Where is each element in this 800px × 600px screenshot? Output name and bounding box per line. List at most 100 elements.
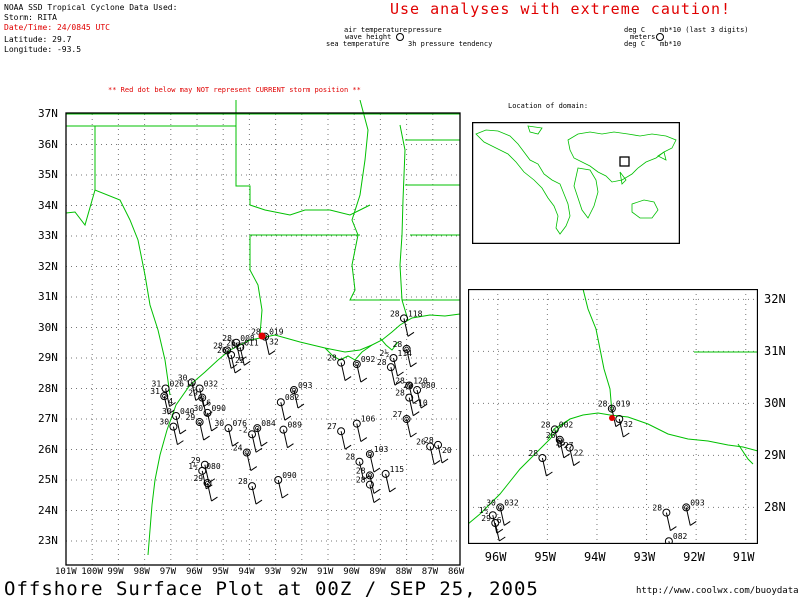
wind-barb-flag — [397, 371, 404, 377]
station-circle — [352, 360, 361, 369]
station-observation: 26 — [416, 437, 441, 465]
obs-pressure-tendency: 22 — [235, 356, 245, 365]
station-circle — [413, 386, 422, 395]
wind-barb-shaft — [201, 397, 207, 416]
inset-map-frame — [468, 289, 758, 544]
station-observation: 29 — [186, 413, 210, 441]
wind-barb-shaft — [172, 426, 178, 445]
inset-lat-label: 30N — [764, 396, 786, 411]
main-lon-label: 90W — [343, 567, 360, 577]
legend-pressure: pressure — [408, 26, 442, 34]
obs-air-temp: 29 — [403, 381, 413, 390]
main-lon-label: 91W — [317, 567, 334, 577]
station-circle — [365, 471, 374, 480]
wind-barb-flag — [230, 363, 238, 369]
main-lon-label: 87W — [421, 567, 439, 577]
main-lon-label: 98W — [133, 567, 150, 577]
wind-barb-shaft — [239, 347, 245, 366]
wind-barb-flag — [203, 402, 210, 407]
station-observation: 082 — [276, 393, 299, 421]
obs-air-temp: 26 — [226, 338, 236, 347]
station-observation: 084 — [253, 419, 276, 447]
wind-barb-shaft — [408, 397, 414, 416]
station-circle — [198, 393, 207, 402]
main-lat-label: 25N — [38, 473, 58, 486]
wind-barb-flag — [420, 403, 428, 409]
wind-barb-shaft — [416, 389, 422, 409]
obs-pressure: 082 — [673, 532, 688, 541]
station-observation: 106 — [352, 415, 375, 442]
inset-lat-label: 31N — [764, 344, 786, 359]
obs-pressure: 114 — [398, 349, 413, 358]
wind-barb-flag — [499, 536, 506, 542]
main-lat-label: 35N — [38, 168, 58, 181]
main-lat-label: 30N — [38, 320, 58, 334]
wind-barb-flag — [360, 437, 368, 442]
wind-barb-flag — [177, 440, 184, 446]
wind-barb-flag — [211, 426, 218, 432]
station-circle — [426, 442, 435, 451]
obs-pressure-tendency: 20 — [442, 446, 452, 455]
storm-position-marker — [258, 332, 266, 340]
wind-barb-shaft — [559, 439, 565, 458]
wind-barb-flag — [205, 484, 213, 490]
inset-map-grid — [468, 289, 758, 544]
main-lat-label: 32N — [38, 259, 58, 273]
obs-air-temp: 28 — [327, 354, 337, 363]
station-circle — [405, 381, 414, 390]
obs-air-temp: 28 — [377, 358, 387, 367]
station-circle — [276, 398, 285, 407]
wind-barb-shaft — [499, 507, 505, 526]
main-lon-label: 97W — [159, 567, 177, 577]
obs-air-temp: 31 — [152, 380, 162, 389]
station-observation: 30 090 — [193, 404, 226, 432]
station-circle — [232, 338, 241, 347]
obs-pressure: 011 — [244, 338, 259, 347]
wind-barb-shaft — [280, 402, 286, 421]
wind-barb-flag — [344, 376, 352, 381]
legend-unit-deg: deg C — [624, 26, 646, 34]
storm-name: Storm: RITA — [4, 13, 57, 22]
obs-air-temp: 30 — [486, 498, 496, 507]
wind-barb-flag — [232, 441, 239, 447]
station-circle — [337, 427, 346, 436]
main-lat-label: 26N — [38, 442, 58, 456]
main-lon-label: 95W — [212, 567, 229, 577]
obs-air-temp: 30 — [178, 373, 188, 382]
wind-barb-shaft — [369, 484, 375, 503]
obs-pressure-tendency: 22 — [574, 449, 584, 458]
obs-air-temp: 30 — [159, 418, 169, 427]
station-observation: 29 — [481, 514, 506, 542]
station-circle — [386, 363, 395, 372]
main-lat-label: 29N — [38, 351, 58, 364]
storm-position-warning: ** Red dot below may NOT represent CURRE… — [108, 86, 361, 94]
station-observation: 30 076 — [214, 419, 247, 447]
obs-air-temp: 1½ — [188, 461, 198, 471]
main-lat-label: 27N — [38, 412, 58, 425]
station-observation: 26 011 — [226, 338, 259, 366]
station-observation: 29 — [193, 474, 218, 502]
station-circle — [203, 408, 212, 417]
station-observation: 28 — [377, 358, 402, 386]
obs-pressure-tendency: 32 — [623, 420, 633, 429]
obs-air-temp: 29 — [191, 456, 201, 465]
caution-banner: Use analyses with extreme caution! — [390, 0, 732, 18]
inset-lat-label: 32N — [764, 292, 786, 307]
obs-air-temp: -2 — [238, 425, 248, 434]
station-observation: 30 032 — [486, 498, 519, 526]
station-observation: -2 — [238, 425, 263, 453]
station-observation: 31 4 — [150, 387, 175, 415]
wind-barb-shaft — [251, 434, 257, 453]
main-lat-label: 37N — [38, 107, 58, 120]
wind-barb-shaft — [191, 382, 197, 401]
station-observation: 30 040 — [162, 407, 195, 435]
main-lon-label: 101W — [55, 567, 77, 577]
station-circle — [223, 346, 232, 355]
wind-barb-flag — [546, 471, 553, 477]
station-observation: 28 — [327, 354, 352, 381]
wind-barb-shaft — [393, 357, 398, 377]
source-url-link[interactable]: http://www.coolwx.com/buoydata — [636, 586, 799, 596]
station-circle — [227, 350, 236, 359]
obs-air-temp: 28 — [424, 436, 434, 445]
